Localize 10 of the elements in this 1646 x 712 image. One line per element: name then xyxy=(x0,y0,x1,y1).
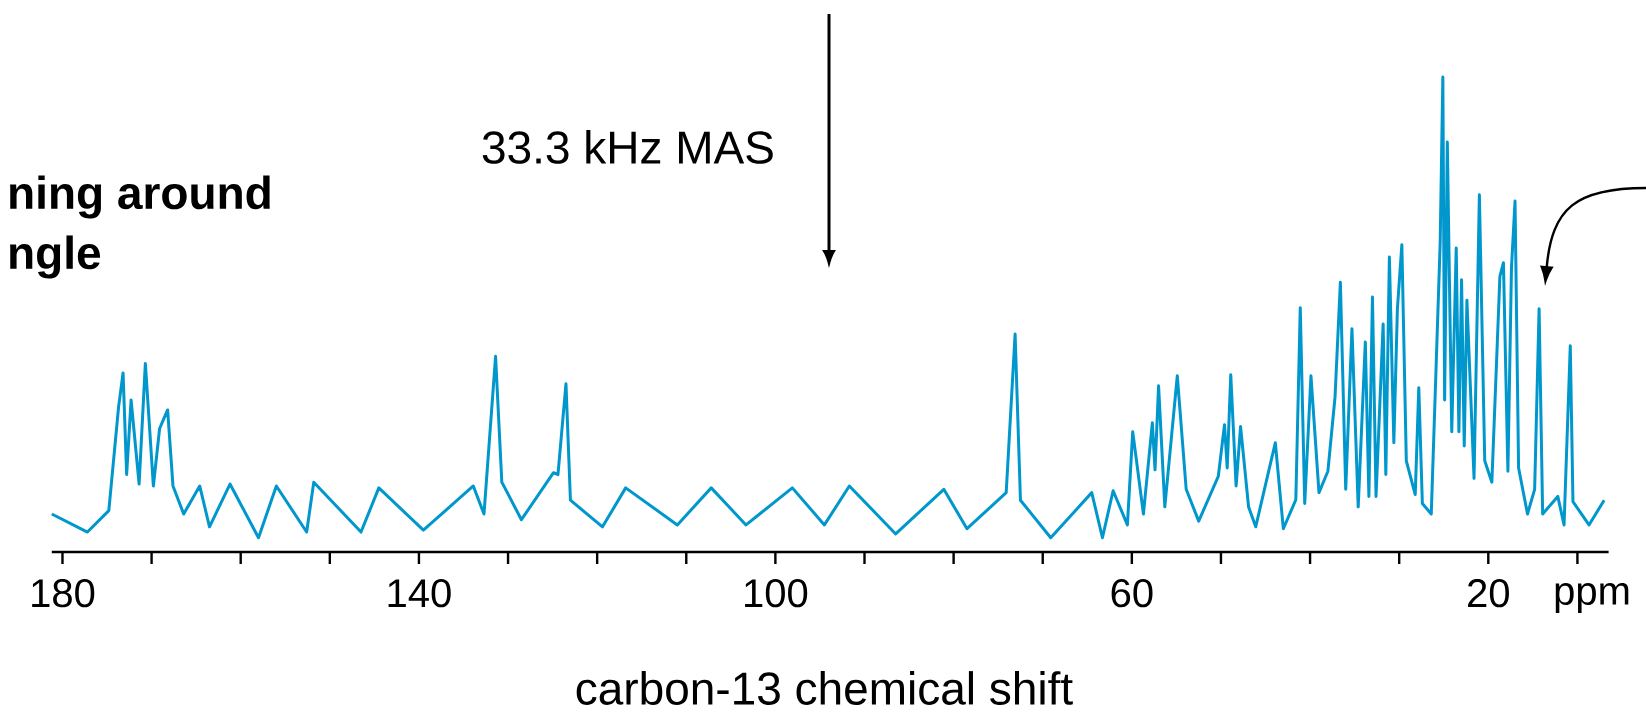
x-tick-label: 60 xyxy=(1111,579,1153,608)
x-axis-title: carbon-13 chemical shift xyxy=(576,671,1073,705)
x-tick-label: 140 xyxy=(388,579,451,608)
text: ppm xyxy=(1555,583,1629,613)
x-tick-label: 180 xyxy=(32,579,95,608)
annotation: ngle xyxy=(10,235,101,279)
annotation: 33.3 kHz MAS xyxy=(482,130,773,164)
x-tick-label: 20 xyxy=(1468,579,1509,608)
x-tick-label: 100 xyxy=(745,579,808,608)
annotation: ning around xyxy=(10,175,270,219)
